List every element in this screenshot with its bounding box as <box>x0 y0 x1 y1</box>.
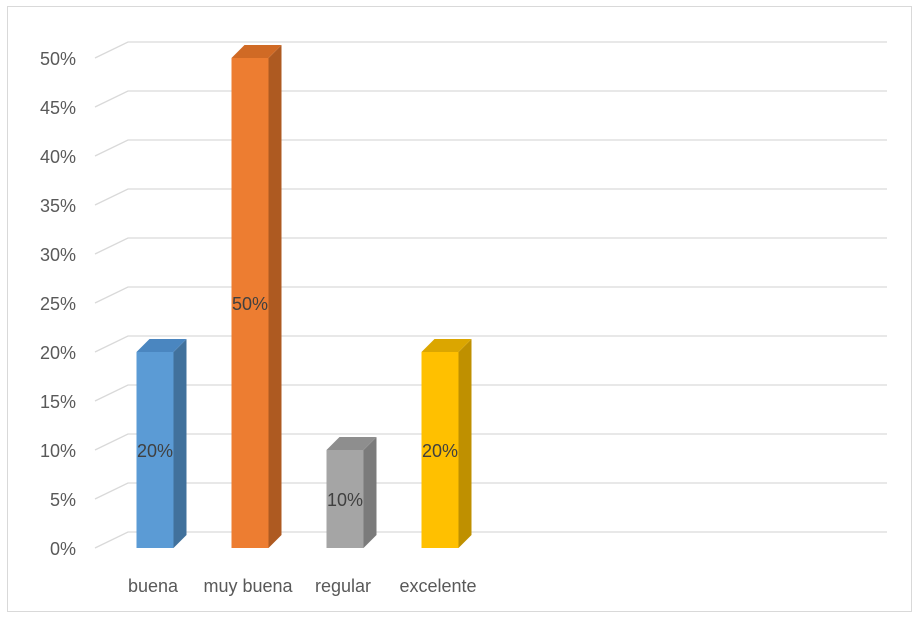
y-tick-label: 5% <box>50 490 76 510</box>
bar-side-regular <box>363 437 377 548</box>
bar-buena <box>136 352 174 548</box>
y-tick-label: 0% <box>50 539 76 559</box>
x-tick-label: muy buena <box>203 576 293 596</box>
gridline <box>94 482 887 500</box>
y-axis-tick-labels: 0% 5% 10% 15% 20% 25% 30% 35% 40% 45% 50% <box>40 49 76 559</box>
gridline <box>94 335 887 353</box>
data-label: 20% <box>137 441 173 461</box>
y-tick-label: 50% <box>40 49 76 69</box>
bar-excelente <box>421 352 459 548</box>
bar-top-regular <box>326 437 377 450</box>
gridline <box>94 237 887 255</box>
data-labels: 20% 50% 10% 20% <box>137 294 458 510</box>
bar-side-muy-buena <box>268 45 282 548</box>
bar-top-buena <box>136 339 187 352</box>
gridline <box>94 90 887 108</box>
gridline <box>94 433 887 451</box>
gridlines <box>94 41 887 549</box>
bar-top-excelente <box>421 339 472 352</box>
gridline <box>94 286 887 304</box>
y-tick-label: 45% <box>40 98 76 118</box>
data-label: 50% <box>232 294 268 314</box>
bar-side-excelente <box>458 339 472 548</box>
x-tick-label: regular <box>315 576 371 596</box>
bar-regular <box>326 450 364 548</box>
x-tick-label: buena <box>128 576 179 596</box>
bars <box>136 45 472 548</box>
data-label: 20% <box>422 441 458 461</box>
data-label: 10% <box>327 490 363 510</box>
gridline <box>94 531 887 549</box>
y-tick-label: 25% <box>40 294 76 314</box>
gridline <box>94 188 887 206</box>
bar-side-buena <box>173 339 187 548</box>
x-tick-label: excelente <box>399 576 476 596</box>
bar-muy-buena <box>231 58 269 548</box>
y-tick-label: 10% <box>40 441 76 461</box>
x-axis-category-labels: buena muy buena regular excelente <box>128 576 477 596</box>
gridline <box>94 384 887 402</box>
y-tick-label: 15% <box>40 392 76 412</box>
y-tick-label: 20% <box>40 343 76 363</box>
gridline <box>94 41 887 59</box>
y-tick-label: 35% <box>40 196 76 216</box>
y-tick-label: 40% <box>40 147 76 167</box>
gridline <box>94 139 887 157</box>
bar-top-muy-buena <box>231 45 282 58</box>
y-tick-label: 30% <box>40 245 76 265</box>
